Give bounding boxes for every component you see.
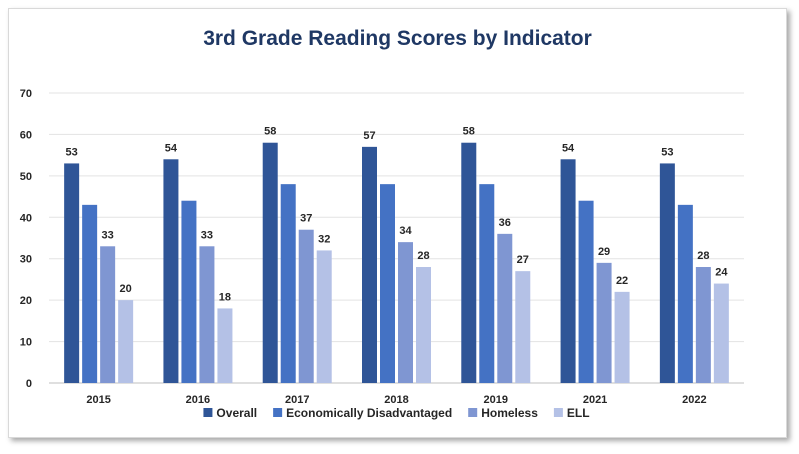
data-label: 28 <box>697 250 709 262</box>
legend-label: Economically Disadvantaged <box>286 406 452 420</box>
legend: Overall Economically Disadvantaged Homeles… <box>203 406 590 420</box>
bar-ell-2022 <box>713 283 729 383</box>
bar-homeless-2016 <box>199 246 215 383</box>
y-tick-label: 10 <box>20 337 32 349</box>
legend-label: ELL <box>567 406 590 420</box>
bar-ell-2017 <box>316 250 332 383</box>
legend-item-overall: Overall <box>203 406 257 420</box>
bar-economically-disadvantaged-2019 <box>479 184 495 383</box>
data-label: 22 <box>616 275 628 287</box>
data-label: 20 <box>120 283 132 295</box>
legend-swatch <box>468 408 478 417</box>
data-label: 36 <box>499 217 511 229</box>
data-label: 54 <box>562 142 575 154</box>
bar-ell-2019 <box>515 271 531 383</box>
data-label: 24 <box>715 267 728 279</box>
bar-ell-2021 <box>614 291 630 383</box>
data-label: 58 <box>463 126 475 138</box>
y-tick-label: 70 <box>20 88 32 100</box>
bar-economically-disadvantaged-2016 <box>181 200 197 383</box>
bar-overall-2022 <box>659 163 675 383</box>
bar-overall-2016 <box>163 159 179 383</box>
data-label: 37 <box>300 213 312 225</box>
legend-item-homeless: Homeless <box>468 406 538 420</box>
data-label: 53 <box>661 146 673 158</box>
bar-ell-2018 <box>416 267 431 383</box>
x-tick-label: 2018 <box>384 394 408 406</box>
legend-item-ell: ELL <box>553 406 590 420</box>
legend-swatch <box>273 408 283 417</box>
bar-chart: 0 10 20 30 40 50 60 70 53 33 20 54 33 18 58 37 32 57 34 28… <box>20 88 744 420</box>
bar-ell-2015 <box>118 300 134 383</box>
data-labels: 53 33 20 54 33 18 58 37 32 57 34 28 58 36 27 54 29 22 53 28… <box>66 126 729 304</box>
data-label: 28 <box>417 250 429 262</box>
y-tick-label: 0 <box>26 378 32 390</box>
bars <box>64 142 729 383</box>
data-label: 27 <box>517 254 529 266</box>
x-tick-label: 2019 <box>484 394 508 406</box>
y-tick-label: 50 <box>20 171 32 183</box>
bar-homeless-2022 <box>695 267 711 383</box>
bar-economically-disadvantaged-2015 <box>82 204 98 383</box>
x-tick-label: 2022 <box>682 394 706 406</box>
legend-label: Overall <box>216 406 257 420</box>
bar-economically-disadvantaged-2022 <box>677 204 693 383</box>
data-label: 18 <box>219 291 231 303</box>
chart-frame: 3rd Grade Reading Scores by Indicator 0 1… <box>8 8 787 438</box>
bar-overall-2021 <box>560 159 576 383</box>
data-label: 33 <box>102 229 114 241</box>
data-label: 34 <box>399 225 412 237</box>
bar-homeless-2017 <box>298 229 314 383</box>
legend-label: Homeless <box>481 406 538 420</box>
x-tick-label: 2017 <box>285 394 309 406</box>
bar-homeless-2021 <box>596 262 612 383</box>
legend-item-economically-disadvantaged: Economically Disadvantaged <box>273 406 452 420</box>
bar-homeless-2019 <box>497 233 513 383</box>
y-tick-label: 30 <box>20 254 32 266</box>
chart-title: 3rd Grade Reading Scores by Indicator <box>203 27 592 50</box>
x-axis: 2015 2016 2017 2018 2019 2021 2022 <box>86 394 706 406</box>
data-label: 57 <box>363 130 375 142</box>
x-tick-label: 2021 <box>583 394 607 406</box>
y-tick-label: 60 <box>20 129 32 141</box>
bar-overall-2019 <box>461 142 477 383</box>
bar-homeless-2015 <box>100 246 116 383</box>
legend-swatch <box>553 408 563 417</box>
y-axis: 0 10 20 30 40 50 60 70 <box>20 88 32 390</box>
bar-economically-disadvantaged-2021 <box>578 200 594 383</box>
bar-economically-disadvantaged-2017 <box>280 184 296 383</box>
x-tick-label: 2016 <box>186 394 210 406</box>
bar-homeless-2018 <box>398 242 413 383</box>
bar-ell-2016 <box>217 308 233 383</box>
data-label: 53 <box>66 146 78 158</box>
data-label: 58 <box>264 126 276 138</box>
bar-economically-disadvantaged-2018 <box>380 184 395 383</box>
legend-swatch <box>203 408 213 417</box>
bar-overall-2018 <box>362 146 377 383</box>
bar-overall-2015 <box>64 163 80 383</box>
data-label: 32 <box>318 233 330 245</box>
y-tick-label: 20 <box>20 295 32 307</box>
data-label: 54 <box>165 142 178 154</box>
bar-overall-2017 <box>262 142 278 383</box>
data-label: 29 <box>598 246 610 258</box>
data-label: 33 <box>201 229 213 241</box>
x-tick-label: 2015 <box>86 394 110 406</box>
gridlines <box>49 92 744 384</box>
y-tick-label: 40 <box>20 212 32 224</box>
